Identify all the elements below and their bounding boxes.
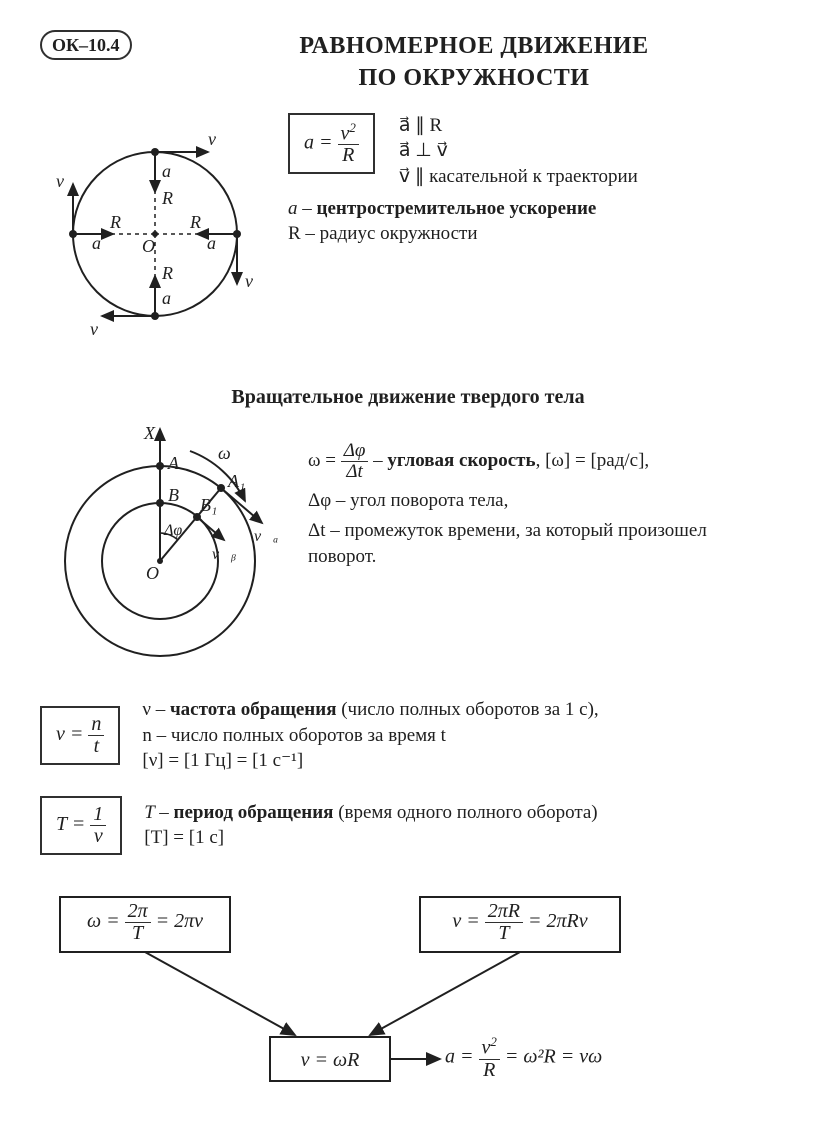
subtitle-rotation: Вращательное движение твердого тела: [40, 384, 776, 411]
n-definition: n – число полных оборотов за время t: [142, 723, 776, 749]
diagram-rotation: X A B A₁ B₁ Δφ v⃗ₐ v⃗ᵦ ω O: [40, 421, 290, 679]
svg-text:v⃗ᵦ: v⃗ᵦ: [212, 546, 237, 563]
relations-diagram: ω = 2πT = 2πν v = 2πRT = 2πRν v = ωR a =…: [40, 887, 776, 1105]
a-symbol: a –: [288, 198, 317, 219]
period-definition: T – период обращения (время одного полно…: [144, 800, 776, 826]
svg-text:B: B: [168, 485, 179, 505]
svg-text:v⃗ₐ: v⃗ₐ: [254, 528, 279, 545]
svg-text:v⃗: v⃗: [208, 129, 230, 149]
svg-text:O: O: [142, 236, 155, 256]
svg-text:R: R: [161, 188, 173, 208]
svg-text:A₁: A₁: [227, 471, 245, 491]
delta-phi-def: Δφ – угол поворота тела,: [308, 488, 776, 514]
svg-text:R: R: [189, 212, 201, 232]
relation-a-parallel-r: a⃗ ∥ R: [399, 113, 638, 139]
svg-text:O: O: [146, 563, 159, 583]
svg-text:v⃗: v⃗: [56, 171, 78, 191]
diagram-circular-motion: O R R R R v⃗ v⃗ v⃗ v⃗ a⃗ a⃗ a⃗ a⃗: [40, 109, 270, 367]
freq-definition: ν – частота обращения (число полных обор…: [142, 697, 776, 723]
svg-text:v = ωR: v = ωR: [301, 1049, 360, 1071]
svg-text:a⃗: a⃗: [162, 288, 185, 308]
formula-frequency: ν = nt: [40, 706, 120, 765]
radius-def: R – радиус окружности: [288, 221, 776, 247]
relation-a-perp-v: a⃗ ⊥ v⃗: [399, 138, 638, 164]
page-title: РАВНОМЕРНОЕ ДВИЖЕНИЕ ПО ОКРУЖНОСТИ: [172, 30, 776, 95]
svg-text:R: R: [109, 212, 121, 232]
svg-text:a⃗: a⃗: [162, 161, 185, 181]
badge: ОК–10.4: [40, 30, 132, 60]
svg-text:v⃗: v⃗: [245, 271, 267, 291]
svg-text:Δφ: Δφ: [163, 522, 182, 539]
relation-v-tangent: v⃗ ∥ касательной к траектории: [399, 164, 638, 190]
svg-text:B₁: B₁: [200, 495, 217, 515]
title-line-1: РАВНОМЕРНОЕ ДВИЖЕНИЕ: [299, 33, 648, 59]
formula-period: T = 1ν: [40, 796, 122, 855]
centripetal-label: центростремительное ускорение: [317, 198, 597, 219]
freq-unit: [ν] = [1 Гц] = [1 c⁻¹]: [142, 748, 776, 774]
svg-text:ω: ω: [218, 443, 231, 463]
svg-text:a⃗: a⃗: [92, 233, 115, 253]
formula-centripetal: a = v2R: [288, 113, 375, 175]
svg-text:v⃗: v⃗: [90, 319, 112, 339]
delta-t-def: Δt – промежуток времени, за который прои…: [308, 518, 776, 569]
omega-definition: ω = ΔφΔt – угловая скорость, [ω] = [рад/…: [308, 441, 776, 482]
svg-text:a⃗: a⃗: [207, 233, 230, 253]
svg-text:R: R: [161, 263, 173, 283]
period-unit: [T] = [1 с]: [144, 825, 776, 851]
svg-text:A: A: [167, 453, 180, 473]
svg-text:X: X: [143, 423, 156, 443]
title-line-2: ПО ОКРУЖНОСТИ: [359, 65, 590, 91]
